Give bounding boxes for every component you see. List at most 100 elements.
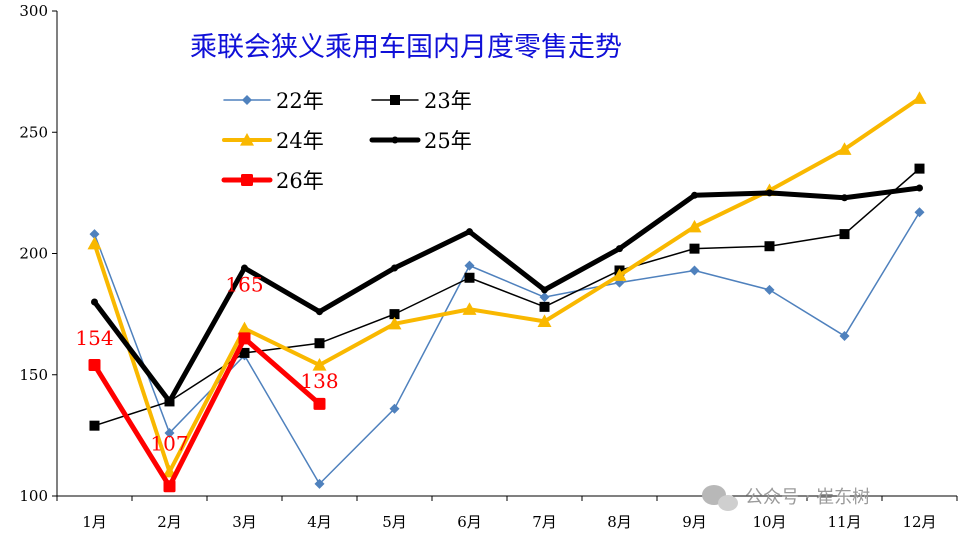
data-point <box>537 314 552 327</box>
x-tick-label: 7月 <box>532 513 557 531</box>
series-25年 <box>91 184 923 405</box>
y-tick-label: 300 <box>19 2 48 20</box>
data-point <box>91 298 98 306</box>
data-point <box>689 243 700 254</box>
data-point <box>312 358 327 371</box>
series-24年 <box>87 91 927 478</box>
x-tick-label: 11月 <box>827 513 861 531</box>
data-label: 165 <box>225 272 263 296</box>
series-line <box>92 185 922 404</box>
x-tick-label: 6月 <box>457 513 482 531</box>
x-tick-label: 1月 <box>82 513 107 531</box>
data-point <box>687 219 702 233</box>
data-point <box>837 142 852 155</box>
legend-item: 23年 <box>371 89 472 113</box>
legend-item: 26年 <box>221 169 324 193</box>
data-point <box>464 260 475 271</box>
data-label: 138 <box>300 369 338 393</box>
series-layer <box>87 91 927 493</box>
data-point <box>541 286 548 294</box>
data-point <box>766 189 773 197</box>
x-tick-label: 5月 <box>382 513 407 531</box>
x-tick-label: 4月 <box>307 513 332 531</box>
series-line <box>92 335 322 489</box>
data-point <box>691 191 698 199</box>
x-tick-label: 10月 <box>752 513 786 531</box>
legend-label: 24年 <box>276 129 324 153</box>
legend-marker <box>240 133 254 146</box>
wechat-icon <box>702 485 738 511</box>
x-tick-label: 2月 <box>157 513 182 531</box>
data-point <box>389 403 400 414</box>
data-point <box>539 301 550 312</box>
x-tick-label: 9月 <box>682 513 707 531</box>
data-point <box>916 184 923 192</box>
y-tick-label: 200 <box>19 245 48 263</box>
series-line <box>92 96 922 474</box>
series-23年 <box>89 163 925 431</box>
data-point <box>462 302 477 315</box>
data-point <box>539 292 550 303</box>
legend-item: 25年 <box>369 129 472 153</box>
data-point <box>914 207 925 218</box>
data-point <box>389 309 400 320</box>
data-point <box>764 284 775 295</box>
data-point <box>764 241 775 252</box>
data-point <box>387 316 402 330</box>
legend-marker <box>390 95 400 105</box>
legend-marker <box>241 174 253 186</box>
data-point <box>237 321 252 335</box>
y-tick-label: 150 <box>19 366 48 384</box>
data-point <box>314 478 325 489</box>
y-tick-label: 100 <box>19 487 48 505</box>
legend: 22年 23年 24年 25年 26年 <box>221 89 472 193</box>
data-point <box>163 480 176 493</box>
data-point <box>239 347 250 358</box>
data-point <box>839 229 850 240</box>
legend-item: 22年 <box>223 89 324 113</box>
chart-title: 乘联会狭义乘用车国内月度零售走势 <box>190 32 622 63</box>
data-point <box>314 338 325 349</box>
data-label: 107 <box>150 431 188 455</box>
series-line <box>93 211 921 485</box>
data-point <box>839 330 850 341</box>
axes: 100 150 200 250 300 1月 2月 3月 4月 5月 6月 7月 8月 9月 10月 11月 1… <box>19 2 958 531</box>
data-point <box>87 236 102 250</box>
data-point <box>89 229 100 240</box>
legend-marker <box>391 136 399 144</box>
legend-marker <box>242 95 252 105</box>
data-point <box>464 272 475 283</box>
data-point <box>241 264 248 272</box>
data-point <box>841 194 848 202</box>
series-26年 <box>88 332 326 493</box>
legend-item: 24年 <box>222 129 324 153</box>
data-point <box>238 332 251 345</box>
x-tick-label: 8月 <box>607 513 632 531</box>
series-22年 <box>89 207 925 489</box>
legend-label: 26年 <box>276 169 324 193</box>
data-labels: 154 107 165 138 <box>75 272 338 455</box>
data-point <box>914 163 925 174</box>
data-point <box>166 397 173 405</box>
data-point <box>689 265 700 276</box>
data-point <box>391 264 398 272</box>
data-point <box>466 228 473 236</box>
data-point <box>88 359 101 372</box>
data-point <box>313 397 326 410</box>
data-point <box>89 420 100 431</box>
legend-label: 23年 <box>424 89 472 113</box>
data-point <box>616 245 623 253</box>
data-point <box>912 91 927 104</box>
watermark: 公众号 · 崔东树 <box>702 485 870 511</box>
data-point <box>164 427 175 438</box>
x-tick-label: 12月 <box>902 513 936 531</box>
y-tick-label: 250 <box>19 123 48 141</box>
legend-label: 22年 <box>276 89 324 113</box>
data-point <box>612 268 627 281</box>
data-label: 154 <box>75 326 113 350</box>
data-point <box>316 308 323 316</box>
x-tick-label: 3月 <box>232 513 257 531</box>
legend-label: 25年 <box>424 129 472 153</box>
watermark-text: 公众号 · 崔东树 <box>745 487 870 508</box>
